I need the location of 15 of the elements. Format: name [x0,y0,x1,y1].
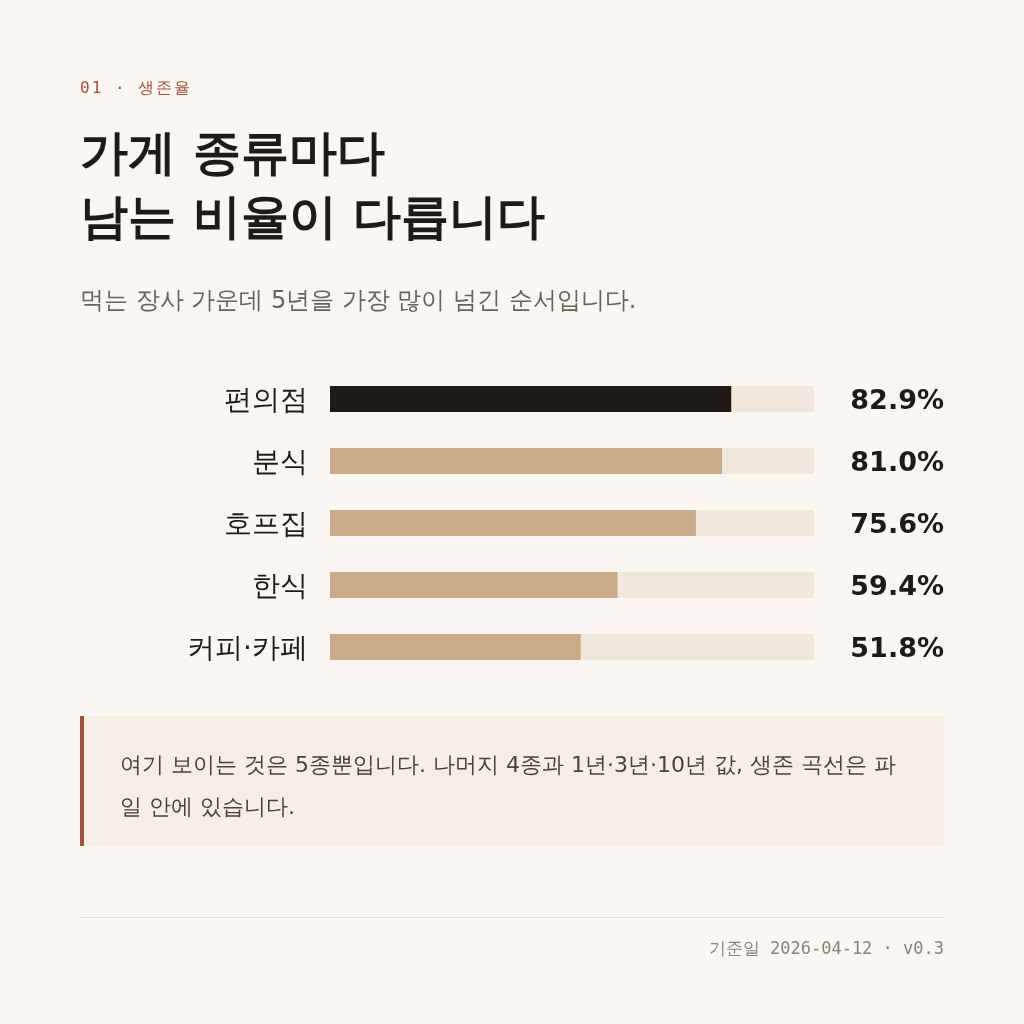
chart-subtitle: 먹는 장사 가운데 5년을 가장 많이 넘긴 순서입니다. [80,285,637,316]
chart-title: 가게 종류마다 남는 비율이 다릅니다 [80,123,546,246]
text: 기준일 2026-04-12 · v0.3 [708,937,944,960]
data-label: 51.8% [850,631,944,663]
y-tick-label: 분식 [252,444,308,478]
data-label: 75.6% [850,507,944,539]
data-label: 81.0% [850,445,944,477]
text: 여기 보이는 것은 5종뿐입니다. 나머지 4종과 1년·3년·10년 값, 생존 곡선은 파일 안에 있습니다. [80,716,944,846]
y-tick-label: 한식 [252,568,308,602]
y-tick-label: 커피·카페 [187,630,308,664]
y-tick-label: 호프집 [224,506,308,540]
data-label: 59.4% [850,569,944,601]
text: 01 · 생존율 [80,78,193,99]
y-tick-label: 편의점 [224,382,308,416]
data-label: 82.9% [850,383,944,415]
